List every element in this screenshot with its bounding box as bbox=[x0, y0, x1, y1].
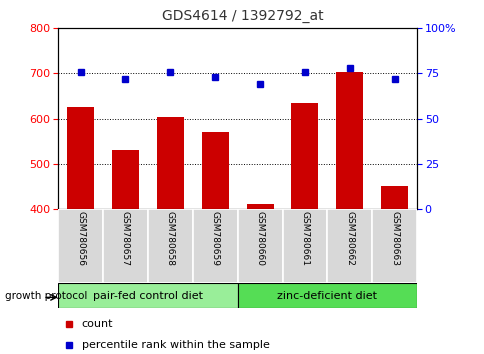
Text: GSM780661: GSM780661 bbox=[300, 211, 309, 266]
Bar bbox=[193, 209, 237, 283]
Text: count: count bbox=[81, 319, 113, 329]
Bar bbox=[112, 150, 138, 209]
Text: GSM780663: GSM780663 bbox=[389, 211, 398, 266]
Bar bbox=[148, 209, 192, 283]
Bar bbox=[291, 103, 318, 209]
Text: GSM780657: GSM780657 bbox=[121, 211, 130, 266]
Text: growth protocol: growth protocol bbox=[5, 291, 87, 301]
Text: GSM780662: GSM780662 bbox=[345, 211, 354, 266]
Bar bbox=[246, 204, 273, 209]
Bar bbox=[67, 107, 94, 209]
Text: GSM780656: GSM780656 bbox=[76, 211, 85, 266]
Bar bbox=[103, 209, 148, 283]
Bar bbox=[380, 186, 407, 209]
Text: percentile rank within the sample: percentile rank within the sample bbox=[81, 340, 269, 350]
Bar bbox=[336, 72, 363, 209]
Text: pair-fed control diet: pair-fed control diet bbox=[93, 291, 202, 301]
Text: zinc-deficient diet: zinc-deficient diet bbox=[277, 291, 377, 301]
Text: GSM780659: GSM780659 bbox=[210, 211, 219, 266]
Bar bbox=[156, 117, 183, 209]
Bar bbox=[237, 209, 282, 283]
Bar bbox=[372, 209, 416, 283]
Bar bbox=[237, 283, 416, 308]
Bar bbox=[282, 209, 327, 283]
Bar bbox=[58, 283, 237, 308]
Bar bbox=[327, 209, 372, 283]
Bar bbox=[201, 132, 228, 209]
Text: GSM780658: GSM780658 bbox=[166, 211, 175, 266]
Text: GDS4614 / 1392792_at: GDS4614 / 1392792_at bbox=[161, 9, 323, 23]
Bar bbox=[58, 209, 103, 283]
Text: GSM780660: GSM780660 bbox=[255, 211, 264, 266]
